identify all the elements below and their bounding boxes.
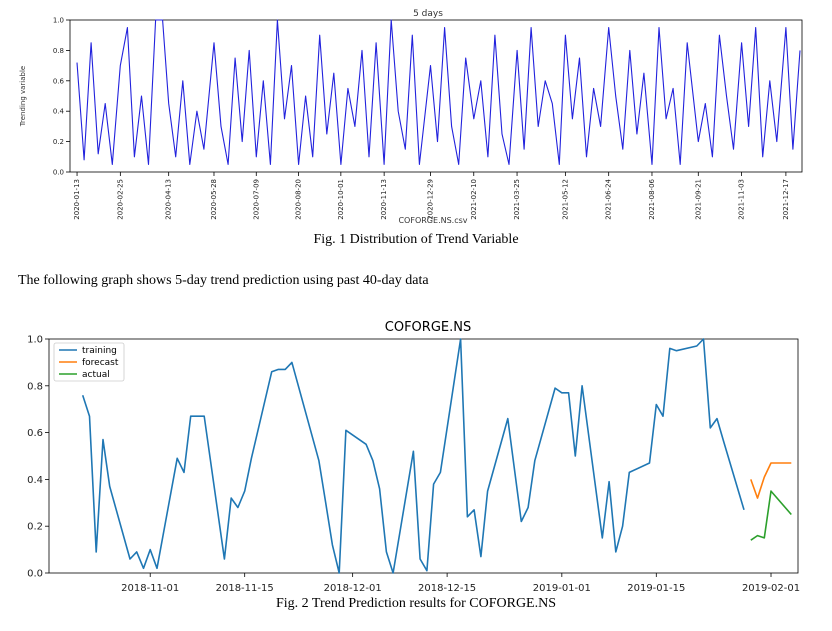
x-tick-label: 2020-12-29 — [426, 179, 434, 220]
x-tick-label: 2021-12-17 — [782, 179, 790, 220]
x-tick-label: 2019-01-15 — [627, 583, 685, 592]
chart1-y-label: Trending variable — [19, 66, 27, 127]
x-tick-label: 2020-01-13 — [73, 179, 81, 220]
x-tick-label: 2021-03-25 — [513, 179, 521, 220]
x-tick-label: 2021-11-03 — [738, 179, 746, 220]
x-tick-label: 2018-12-01 — [324, 583, 382, 592]
x-tick-label: 2021-06-24 — [605, 178, 613, 219]
x-tick-label: 2018-12-15 — [418, 583, 476, 592]
series-line-actual — [750, 490, 792, 541]
x-tick-label: 2019-01-01 — [533, 583, 591, 592]
y-tick-label: 0.0 — [53, 168, 64, 176]
figure1-chart: 5 days 0.00.20.40.60.81.0 2020-01-13 2020… — [19, 9, 803, 225]
y-tick-label: 0.8 — [53, 47, 64, 55]
chart2-x-axis: 2018-11-01 2018-11-15 2018-12-01 2018-12-15… — [121, 573, 800, 592]
series-line-training — [81, 338, 745, 574]
legend-label-actual: actual — [82, 370, 110, 380]
y-tick-label: 0.4 — [53, 108, 65, 116]
figure2-caption: Fig. 2 Trend Prediction results for COFO… — [275, 596, 557, 611]
y-tick-label: 1.0 — [53, 16, 64, 24]
x-tick-label: 2020-05-28 — [210, 179, 218, 220]
legend-label-training: training — [82, 346, 117, 356]
x-tick-label: 2020-04-13 — [165, 179, 173, 220]
x-tick-label: 2018-11-01 — [121, 583, 179, 592]
y-tick-label: 0.6 — [53, 77, 65, 85]
y-tick-label: 0.6 — [27, 428, 43, 439]
y-tick-label: 0.0 — [27, 569, 43, 580]
figure1-caption: Fig. 1 Distribution of Trend Variable — [313, 232, 519, 247]
y-tick-label: 0.2 — [53, 138, 64, 146]
y-tick-label: 0.2 — [27, 522, 43, 533]
y-tick-label: 0.4 — [27, 475, 43, 486]
legend-label-forecast: forecast — [82, 358, 119, 368]
chart1-x-axis: 2020-01-13 2020-02-25 2020-04-13 2020-05-28… — [73, 172, 790, 220]
chart2-title: COFORGE.NS — [385, 320, 471, 335]
x-tick-label: 2021-08-06 — [648, 178, 656, 219]
x-tick-label: 2018-11-15 — [216, 583, 274, 592]
chart2-plot-frame — [48, 338, 799, 574]
y-tick-label: 1.0 — [27, 335, 43, 346]
chart2-legend: training forecast actual — [53, 342, 125, 382]
chart2-series — [81, 338, 792, 574]
x-tick-label: 2021-09-21 — [694, 179, 702, 220]
series-line-forecast — [750, 462, 792, 499]
chart1-plot-frame — [69, 19, 803, 173]
y-tick-label: 0.8 — [27, 381, 43, 392]
chart1-title: 5 days — [413, 9, 443, 19]
x-tick-label: 2020-02-25 — [116, 179, 124, 220]
x-tick-label: 2020-08-20 — [295, 179, 303, 220]
legend-box — [53, 342, 125, 382]
chart2-y-axis: 0.0 0.2 0.4 0.6 0.8 1.0 — [27, 335, 49, 580]
x-tick-label: 2021-02-10 — [470, 179, 478, 220]
chart1-x-label: COFORGE.NS.csv — [398, 216, 467, 225]
figure2-chart: COFORGE.NS 0.0 0.2 0.4 0.6 0.8 1.0 2018-11-01… — [27, 320, 800, 592]
chart1-y-axis: 0.0 0.2 0.4 0.6 0.8 1.0 — [53, 16, 70, 176]
x-tick-label: 2020-10-01 — [337, 179, 345, 220]
series-line — [76, 19, 801, 165]
x-tick-label: 2020-07-09 — [252, 179, 260, 220]
chart1-series — [76, 19, 801, 165]
body-paragraph: The following graph shows 5-day trend pr… — [18, 273, 429, 288]
x-tick-label: 2021-05-12 — [561, 179, 569, 220]
x-tick-label: 2019-02-01 — [742, 583, 800, 592]
x-tick-label: 2020-11-13 — [380, 179, 388, 220]
